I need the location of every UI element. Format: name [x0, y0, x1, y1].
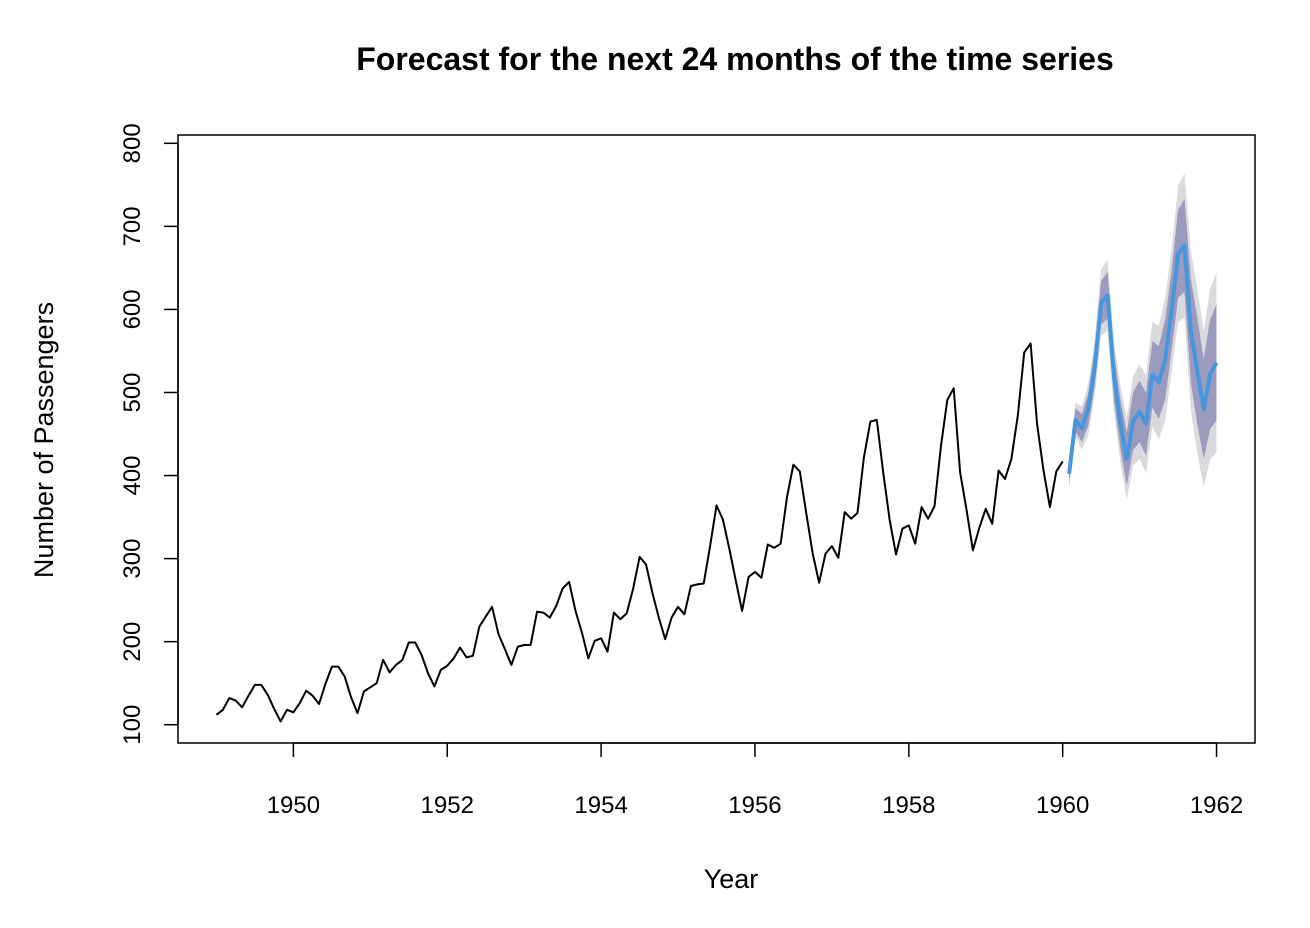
y-axis: 100 200 300 400 500 600 700 800 [119, 123, 179, 745]
observed-series-line [215, 342, 1064, 723]
y-tick-label: 700 [119, 206, 146, 246]
forecast-series-line [1067, 243, 1219, 475]
x-tick-label: 1950 [267, 792, 320, 819]
band-80 [1069, 199, 1217, 486]
y-tick-label: 400 [119, 455, 146, 495]
x-axis: 1950 1952 1954 1956 1958 1960 1962 [267, 742, 1243, 819]
x-tick-label: 1954 [574, 792, 627, 819]
x-tick-label: 1960 [1036, 792, 1089, 819]
y-tick-label: 100 [119, 705, 146, 745]
y-tick-label: 600 [119, 289, 146, 329]
confidence-bands [1069, 173, 1217, 500]
plot-frame [177, 134, 1256, 744]
y-axis-label: Number of Passengers [29, 302, 59, 578]
x-tick-label: 1952 [421, 792, 474, 819]
y-tick-label: 200 [119, 622, 146, 662]
y-tick-label: 500 [119, 372, 146, 412]
x-tick-label: 1962 [1190, 792, 1243, 819]
x-tick-label: 1956 [728, 792, 781, 819]
series-lines [215, 243, 1219, 723]
x-tick-label: 1958 [882, 792, 935, 819]
x-axis-label: Year [704, 864, 759, 894]
y-tick-label: 300 [119, 539, 146, 579]
chart-title: Forecast for the next 24 months of the t… [356, 41, 1114, 77]
y-tick-label: 800 [119, 123, 146, 163]
